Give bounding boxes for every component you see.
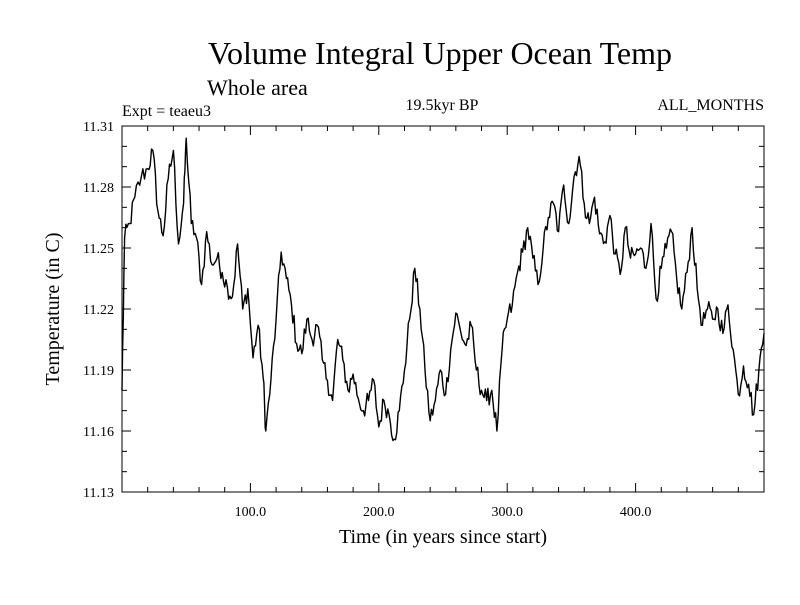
y-tick-label: 11.25: [83, 242, 114, 257]
x-tick-label: 300.0: [491, 505, 523, 520]
y-tick-label: 11.28: [83, 181, 114, 196]
y-tick-label: 11.13: [83, 486, 114, 501]
experiment-label: Expt = teaeu3: [122, 103, 211, 120]
y-axis-label: Temperature (in C): [42, 233, 64, 386]
x-tick-label: 200.0: [363, 505, 395, 520]
x-tick-label: 100.0: [235, 505, 267, 520]
chart-title: Volume Integral Upper Ocean Temp: [208, 35, 672, 71]
axis-ticks: [121, 125, 765, 493]
plot-frame: [121, 125, 765, 493]
chart-subtitle: Whole area: [207, 75, 308, 100]
x-axis-label: Time (in years since start): [339, 526, 547, 548]
y-tick-label: 11.31: [83, 120, 114, 135]
temperature-series-line: [121, 137, 765, 442]
y-tick-label: 11.16: [83, 425, 114, 440]
x-tick-label: 400.0: [620, 505, 652, 520]
y-tick-label: 11.19: [83, 364, 114, 379]
tick-labels: 100.0 200.0 300.0 400.0 11.13 11.16 11.19 11.22…: [83, 120, 651, 520]
months-label: ALL_MONTHS: [657, 97, 764, 114]
period-label: 19.5kyr BP: [406, 97, 479, 114]
y-tick-label: 11.22: [83, 303, 114, 318]
